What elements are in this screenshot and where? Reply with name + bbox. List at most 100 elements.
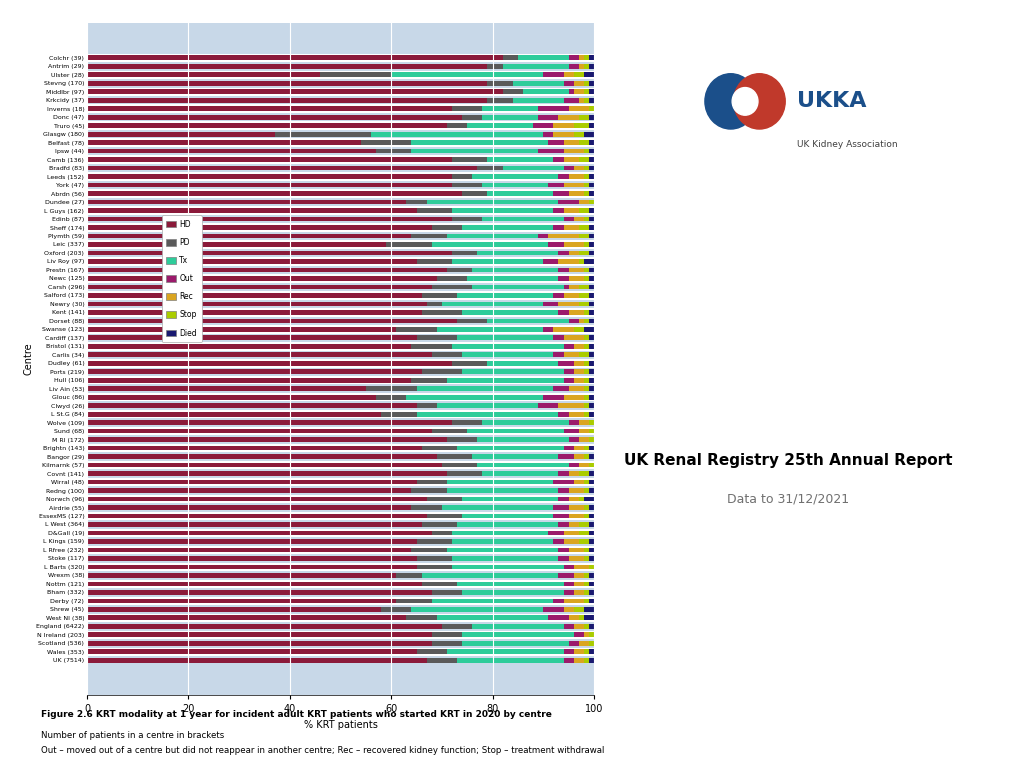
Bar xyxy=(87,342,594,350)
Bar xyxy=(503,64,568,68)
Y-axis label: Centre: Centre xyxy=(24,343,34,376)
Bar xyxy=(87,631,594,639)
Bar xyxy=(558,302,579,306)
Bar xyxy=(87,353,432,357)
Bar xyxy=(589,548,594,552)
Bar xyxy=(87,647,594,656)
Bar xyxy=(87,573,396,578)
Bar xyxy=(87,81,487,85)
Bar xyxy=(87,107,452,111)
Bar xyxy=(584,556,589,561)
Bar xyxy=(563,581,573,586)
Bar xyxy=(87,121,594,130)
Bar xyxy=(589,293,594,298)
Circle shape xyxy=(705,74,757,129)
Bar xyxy=(579,293,589,298)
Bar xyxy=(487,64,503,68)
Bar xyxy=(568,420,579,425)
Bar xyxy=(457,319,487,323)
Bar xyxy=(87,503,594,511)
Bar xyxy=(417,336,457,340)
Bar xyxy=(563,564,573,569)
Bar xyxy=(589,395,594,399)
Bar xyxy=(87,124,446,128)
Bar xyxy=(482,183,548,187)
Bar xyxy=(589,429,594,433)
Bar xyxy=(558,361,573,366)
Bar xyxy=(396,327,437,332)
Bar xyxy=(579,615,584,621)
Bar xyxy=(573,607,584,611)
Bar xyxy=(573,89,584,94)
Bar xyxy=(87,293,422,298)
Bar xyxy=(589,55,594,60)
Bar xyxy=(579,302,589,306)
Bar xyxy=(87,257,594,266)
Bar xyxy=(87,607,381,611)
Bar xyxy=(87,325,594,333)
Bar xyxy=(539,107,568,111)
Bar xyxy=(462,310,558,315)
Bar xyxy=(467,124,534,128)
Bar xyxy=(573,564,589,569)
Bar xyxy=(589,183,594,187)
Bar xyxy=(563,531,579,535)
Bar xyxy=(412,141,548,145)
Bar xyxy=(87,336,417,340)
Bar xyxy=(584,386,589,391)
Bar xyxy=(589,81,594,85)
Bar xyxy=(462,191,487,196)
Bar xyxy=(503,166,563,170)
Bar xyxy=(417,412,558,416)
Bar xyxy=(87,72,321,77)
Bar xyxy=(568,310,584,315)
Bar xyxy=(513,81,563,85)
Bar xyxy=(87,115,462,120)
Bar xyxy=(558,488,568,493)
Bar xyxy=(584,598,589,603)
Bar xyxy=(87,344,412,349)
Bar xyxy=(584,132,594,137)
Bar xyxy=(584,319,589,323)
Bar xyxy=(87,223,594,232)
Bar xyxy=(87,350,594,359)
Bar xyxy=(563,157,579,162)
Text: Out – moved out of a centre but did not reappear in another centre; Rec – recove: Out – moved out of a centre but did not … xyxy=(41,746,604,756)
Bar xyxy=(87,403,417,408)
Bar xyxy=(422,369,462,374)
Bar xyxy=(482,115,539,120)
Bar xyxy=(563,242,584,247)
Bar xyxy=(432,429,467,433)
Bar xyxy=(87,435,594,444)
Bar xyxy=(584,514,589,518)
Bar xyxy=(457,293,553,298)
Bar xyxy=(558,472,568,476)
Bar xyxy=(563,445,573,451)
Bar xyxy=(553,514,568,518)
Bar xyxy=(87,548,412,552)
Bar xyxy=(472,285,563,290)
Bar xyxy=(563,208,579,213)
Bar xyxy=(87,207,594,215)
Bar xyxy=(442,463,477,468)
Bar xyxy=(568,107,589,111)
Bar xyxy=(589,573,594,578)
Bar xyxy=(437,403,539,408)
Bar xyxy=(87,556,417,561)
Bar xyxy=(563,293,579,298)
Bar xyxy=(442,624,472,629)
Circle shape xyxy=(733,74,785,129)
Bar xyxy=(584,336,589,340)
Bar xyxy=(432,633,462,637)
Bar xyxy=(87,437,446,442)
Bar xyxy=(432,285,472,290)
Bar xyxy=(573,573,584,578)
Bar xyxy=(589,641,594,646)
Bar xyxy=(568,55,579,60)
Bar xyxy=(563,336,584,340)
Bar xyxy=(589,445,594,451)
Bar xyxy=(87,310,422,315)
Bar xyxy=(381,607,412,611)
Bar xyxy=(452,107,482,111)
Bar xyxy=(558,497,568,502)
